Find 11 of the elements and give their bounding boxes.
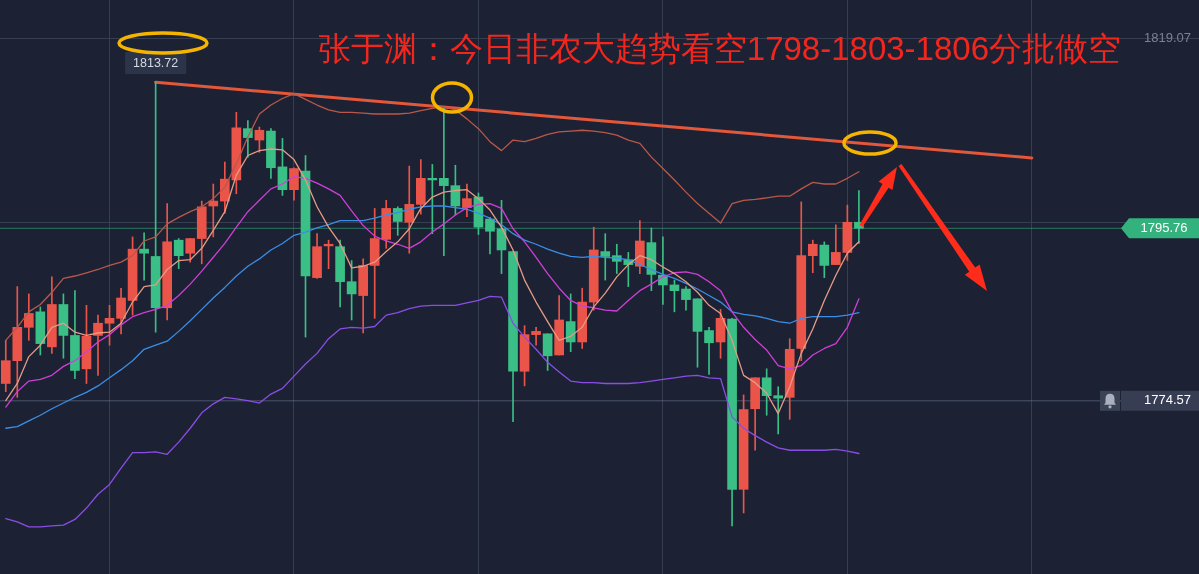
y-tick-label: 1774.57 [1144,392,1191,408]
candlestick [139,232,149,281]
text: 张于渊：今日非农大趋势看空1798-1803-1806分批做空 [317,30,1122,68]
y-tick-label: 1819.07 [1144,30,1191,46]
ref-line-label: 1795.76 [1140,220,1188,236]
candlestick [773,386,784,435]
candlestick [531,326,541,346]
candlestick [439,107,449,256]
candlestick [93,314,103,376]
candlestick [600,233,611,281]
annotation: 1813.72 [133,56,179,71]
